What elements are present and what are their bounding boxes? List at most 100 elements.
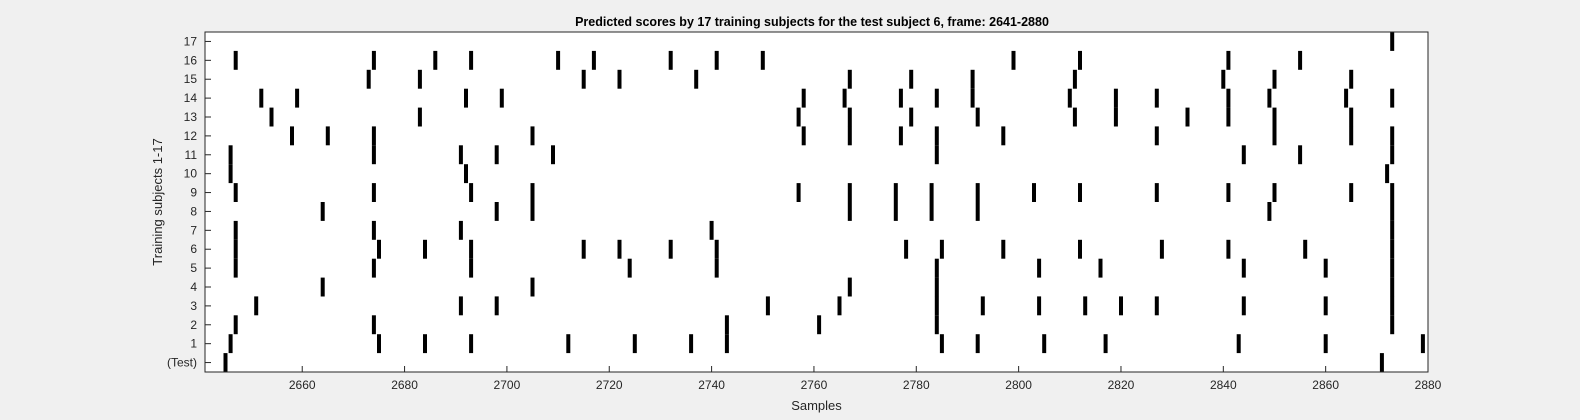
event-mark: [1390, 145, 1395, 165]
event-mark: [724, 315, 729, 335]
event-mark: [1390, 126, 1395, 146]
y-tick-label: 3: [190, 299, 197, 313]
event-mark: [1390, 315, 1395, 335]
event-mark: [1390, 277, 1395, 297]
event-mark: [617, 239, 622, 259]
event-mark: [1390, 202, 1395, 221]
event-mark: [1032, 183, 1036, 202]
y-tick-label: 15: [184, 72, 198, 86]
event-mark: [1241, 296, 1246, 316]
event-mark: [1011, 50, 1016, 70]
event-mark: [796, 107, 801, 127]
event-mark: [469, 50, 474, 70]
event-mark: [464, 164, 468, 184]
x-tick-label: 2760: [801, 378, 828, 392]
event-mark: [1241, 258, 1246, 278]
event-mark: [469, 183, 474, 202]
x-tick-label: 2820: [1108, 378, 1135, 392]
x-axis-ticks: 2660 2680 2700 2720 2740 2760 2780 2800 2820 2840…: [289, 366, 1442, 392]
event-mark: [469, 239, 474, 259]
event-mark: [371, 315, 376, 335]
event-mark: [668, 239, 673, 259]
event-mark: [233, 258, 238, 278]
event-mark: [909, 107, 914, 127]
event-mark: [259, 88, 264, 108]
event-mark: [1226, 107, 1231, 127]
event-mark: [1272, 107, 1277, 127]
x-tick-label: 2840: [1210, 378, 1237, 392]
event-mark: [632, 334, 637, 354]
event-mark: [1390, 220, 1395, 240]
event-mark: [1098, 258, 1103, 278]
event-mark: [1113, 107, 1118, 127]
x-tick-label: 2740: [698, 378, 725, 392]
event-mark: [689, 334, 694, 354]
event-mark: [934, 277, 939, 297]
event-mark: [320, 277, 325, 297]
x-tick-label: 2780: [903, 378, 930, 392]
event-mark: [1042, 334, 1047, 354]
event-mark: [1067, 88, 1072, 108]
event-mark: [1001, 239, 1006, 259]
event-mark: [970, 69, 975, 89]
event-mark: [714, 50, 719, 70]
event-mark: [1390, 258, 1395, 278]
event-mark: [371, 183, 376, 202]
event-mark: [566, 334, 571, 354]
x-tick-label: 2700: [494, 378, 521, 392]
event-mark: [1185, 107, 1190, 127]
event-mark: [233, 315, 238, 335]
y-tick-label: 12: [184, 129, 198, 143]
y-tick-label: 17: [184, 34, 198, 48]
event-mark: [371, 220, 376, 240]
event-mark: [1344, 88, 1349, 108]
event-mark: [269, 107, 274, 127]
event-mark: [765, 296, 770, 316]
event-mark: [970, 88, 975, 108]
event-mark: [1236, 334, 1241, 354]
event-mark: [233, 50, 238, 70]
event-mark: [1154, 126, 1159, 146]
event-mark: [290, 126, 294, 146]
x-tick-label: 2680: [391, 378, 418, 392]
x-tick-label: 2860: [1312, 378, 1339, 392]
event-mark: [1001, 126, 1006, 146]
event-mark: [494, 145, 499, 165]
event-mark: [975, 183, 980, 202]
event-mark: [1072, 107, 1077, 127]
event-mark: [817, 315, 822, 335]
event-mark: [1272, 69, 1277, 89]
y-tick-label: 1: [190, 337, 197, 351]
plot-frame: [204, 31, 1429, 373]
event-mark: [1349, 107, 1354, 127]
event-mark: [469, 334, 474, 354]
event-mark: [530, 126, 535, 146]
event-mark: [1078, 239, 1082, 259]
event-mark: [1349, 183, 1354, 202]
event-mark: [1379, 353, 1384, 372]
event-mark: [423, 334, 427, 354]
event-mark: [709, 220, 714, 240]
event-mark: [1037, 258, 1042, 278]
event-mark: [975, 107, 980, 127]
event-mark: [228, 145, 233, 165]
y-tick-label: 13: [184, 110, 198, 124]
event-mark: [530, 183, 535, 202]
event-mark: [1323, 334, 1328, 354]
event-mark: [898, 88, 903, 108]
event-mark: [458, 145, 463, 165]
event-marks: [223, 32, 1425, 372]
event-mark: [295, 88, 300, 108]
event-mark: [371, 258, 376, 278]
y-tick-label: 4: [190, 280, 197, 294]
y-tick-label: 16: [184, 53, 198, 67]
event-mark: [1221, 69, 1226, 89]
event-mark: [1323, 296, 1328, 316]
event-mark: [233, 220, 238, 240]
event-mark: [233, 239, 238, 259]
x-tick-label: 2720: [596, 378, 623, 392]
event-mark: [1154, 88, 1159, 108]
event-mark: [1078, 183, 1082, 202]
event-mark: [1349, 126, 1354, 146]
